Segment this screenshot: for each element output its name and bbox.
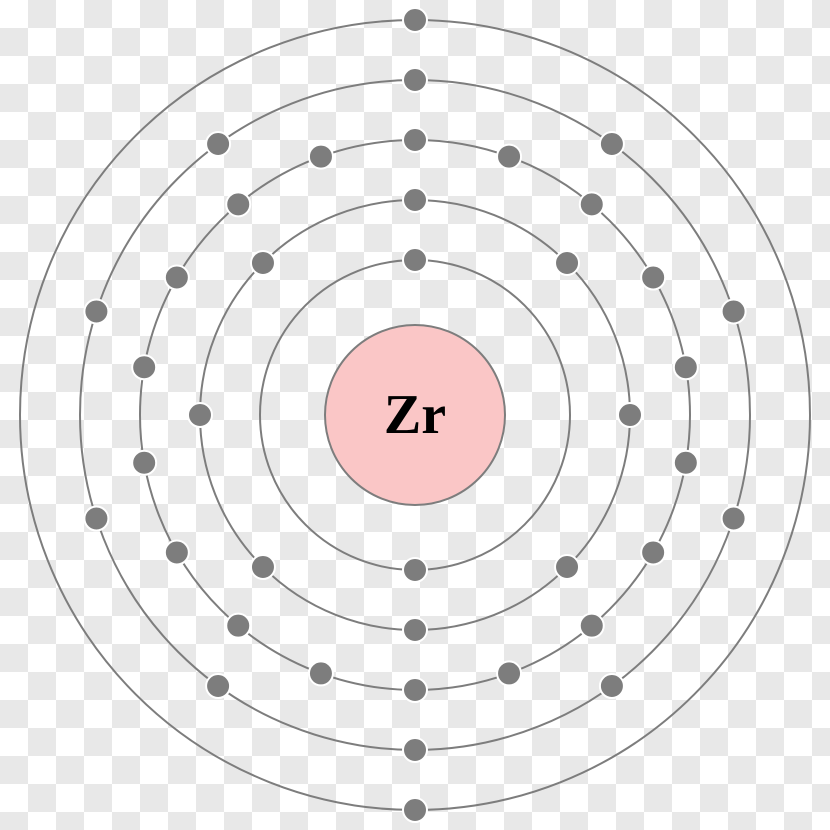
electron bbox=[403, 188, 427, 212]
electron bbox=[309, 661, 333, 685]
electron bbox=[641, 266, 665, 290]
electron bbox=[674, 451, 698, 475]
electron bbox=[497, 661, 521, 685]
electron bbox=[403, 248, 427, 272]
electron bbox=[722, 299, 746, 323]
electron bbox=[84, 299, 108, 323]
electron bbox=[84, 507, 108, 531]
atom-svg: Zr bbox=[0, 0, 830, 830]
electron bbox=[403, 678, 427, 702]
electron bbox=[403, 8, 427, 32]
electron bbox=[618, 403, 642, 427]
electron bbox=[403, 618, 427, 642]
electron bbox=[722, 507, 746, 531]
electron bbox=[165, 541, 189, 565]
electron bbox=[188, 403, 212, 427]
electron bbox=[555, 251, 579, 275]
atom-diagram-container: Zr bbox=[0, 0, 830, 830]
electron bbox=[641, 541, 665, 565]
electron bbox=[674, 355, 698, 379]
electron bbox=[309, 145, 333, 169]
electron bbox=[403, 798, 427, 822]
electron bbox=[600, 674, 624, 698]
electron bbox=[165, 266, 189, 290]
electron bbox=[497, 145, 521, 169]
electron bbox=[555, 555, 579, 579]
electron bbox=[226, 192, 250, 216]
electron bbox=[251, 251, 275, 275]
electron bbox=[600, 132, 624, 156]
element-symbol: Zr bbox=[384, 384, 446, 446]
electron bbox=[403, 558, 427, 582]
electron bbox=[132, 355, 156, 379]
electron bbox=[403, 68, 427, 92]
electron bbox=[251, 555, 275, 579]
electron bbox=[226, 614, 250, 638]
electron bbox=[403, 738, 427, 762]
electron bbox=[403, 128, 427, 152]
electron bbox=[580, 192, 604, 216]
electron bbox=[132, 451, 156, 475]
electron bbox=[580, 614, 604, 638]
electron bbox=[206, 132, 230, 156]
electron bbox=[206, 674, 230, 698]
